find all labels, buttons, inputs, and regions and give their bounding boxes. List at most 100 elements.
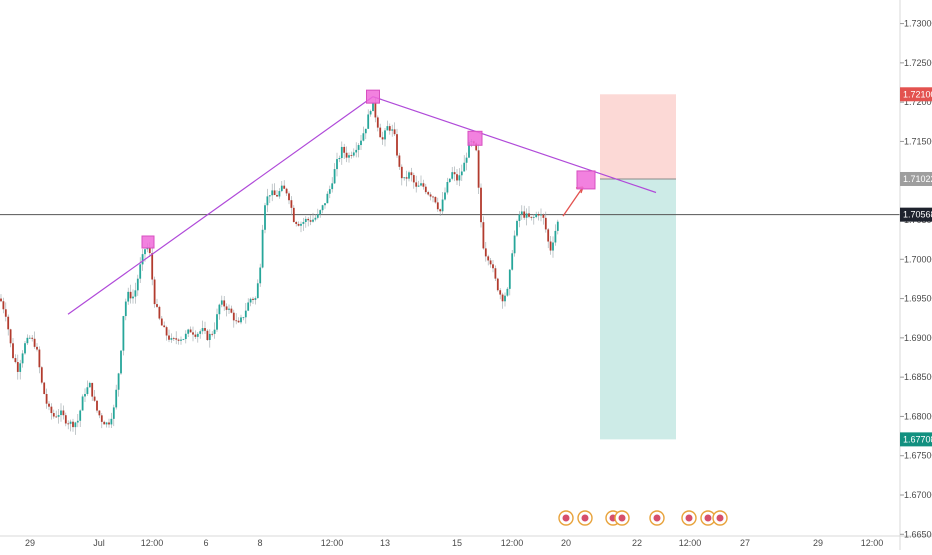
candle — [307, 218, 310, 221]
candle — [72, 421, 74, 428]
candle — [336, 159, 338, 170]
candle — [33, 338, 36, 347]
candle — [252, 298, 254, 300]
projected-touch-marker[interactable] — [576, 170, 596, 190]
candle — [525, 213, 528, 218]
candle — [343, 146, 346, 153]
candle — [110, 418, 113, 425]
event-icon-flag — [581, 514, 589, 522]
candle — [391, 129, 394, 131]
economic-event-icon[interactable] — [649, 510, 665, 526]
candle — [7, 316, 10, 330]
resistance-trend-line[interactable] — [372, 96, 657, 194]
candle — [211, 333, 214, 335]
candle — [376, 117, 379, 128]
candle — [415, 182, 418, 187]
uptrend-line[interactable] — [67, 96, 374, 315]
economic-event-icon[interactable] — [681, 510, 697, 526]
candle — [309, 220, 312, 222]
candle — [199, 331, 202, 334]
candle — [14, 358, 17, 363]
candle — [165, 327, 168, 336]
candle — [146, 248, 149, 250]
candle — [511, 253, 514, 270]
candle — [384, 130, 386, 140]
candle — [477, 150, 480, 188]
candle — [105, 422, 108, 425]
candle — [465, 157, 468, 163]
take-profit-zone[interactable] — [600, 178, 676, 440]
candle — [208, 333, 211, 340]
stop-price-tag[interactable]: 1.72100 — [900, 87, 932, 102]
x-tick-label: 12:00 — [679, 538, 702, 548]
candle — [127, 291, 130, 302]
candle — [218, 304, 221, 315]
candle — [38, 349, 41, 368]
touch-marker-1[interactable] — [141, 235, 155, 249]
candle — [304, 218, 307, 222]
candle — [285, 188, 288, 194]
y-tick-label: 1.70000 — [904, 254, 932, 264]
economic-event-icon[interactable] — [577, 510, 593, 526]
stop-loss-zone[interactable] — [600, 94, 676, 179]
price-axis[interactable] — [900, 0, 932, 550]
target-price-tag[interactable]: 1.67708 — [900, 432, 932, 447]
entry-price-tag[interactable]: 1.71022 — [900, 171, 932, 186]
price-tag-bg — [900, 432, 932, 447]
candle — [396, 134, 398, 156]
candle — [177, 339, 180, 341]
candle — [489, 260, 492, 265]
candle — [513, 235, 516, 254]
candle — [0, 298, 2, 302]
y-tick-label: 1.66500 — [904, 529, 932, 539]
price-tag-bg — [900, 171, 932, 186]
candle — [482, 222, 485, 249]
candle — [276, 195, 278, 197]
touch-marker-3[interactable] — [467, 130, 483, 146]
current-price-tag[interactable]: 1.70568 — [900, 207, 932, 222]
candle — [112, 407, 115, 419]
candle — [504, 295, 506, 302]
touch-marker-2[interactable] — [366, 89, 380, 104]
y-tick-label: 1.69500 — [904, 294, 932, 304]
candle — [314, 217, 317, 220]
candle — [249, 298, 252, 303]
candle — [487, 256, 490, 261]
economic-event-icon[interactable] — [558, 510, 574, 526]
candle — [295, 221, 298, 224]
candle — [235, 320, 238, 322]
y-tick-label: 1.72500 — [904, 58, 932, 68]
candle — [153, 279, 156, 305]
candle — [100, 415, 103, 422]
candle — [319, 210, 322, 215]
candle — [240, 317, 242, 323]
candle — [458, 175, 461, 181]
price-tag-bg — [900, 207, 932, 222]
candle — [494, 268, 497, 279]
candle — [158, 306, 161, 319]
event-icon-flag — [704, 514, 712, 522]
candle — [237, 320, 240, 323]
candle — [381, 137, 384, 140]
x-tick-label: 12:00 — [501, 538, 524, 548]
economic-event-icon[interactable] — [614, 510, 630, 526]
candle — [9, 329, 12, 344]
candle — [163, 325, 166, 328]
candle — [225, 306, 228, 310]
candle — [170, 338, 173, 340]
candle — [45, 393, 48, 404]
candle — [369, 111, 372, 115]
candle — [544, 217, 547, 230]
candle — [492, 264, 494, 269]
candle — [86, 387, 89, 394]
candle — [283, 185, 286, 189]
candle — [484, 248, 487, 257]
economic-event-icon[interactable] — [712, 510, 728, 526]
candle — [93, 396, 96, 401]
candle — [386, 126, 389, 131]
projection-arrow[interactable] — [562, 186, 584, 217]
candle — [180, 339, 182, 341]
candle — [357, 145, 360, 150]
